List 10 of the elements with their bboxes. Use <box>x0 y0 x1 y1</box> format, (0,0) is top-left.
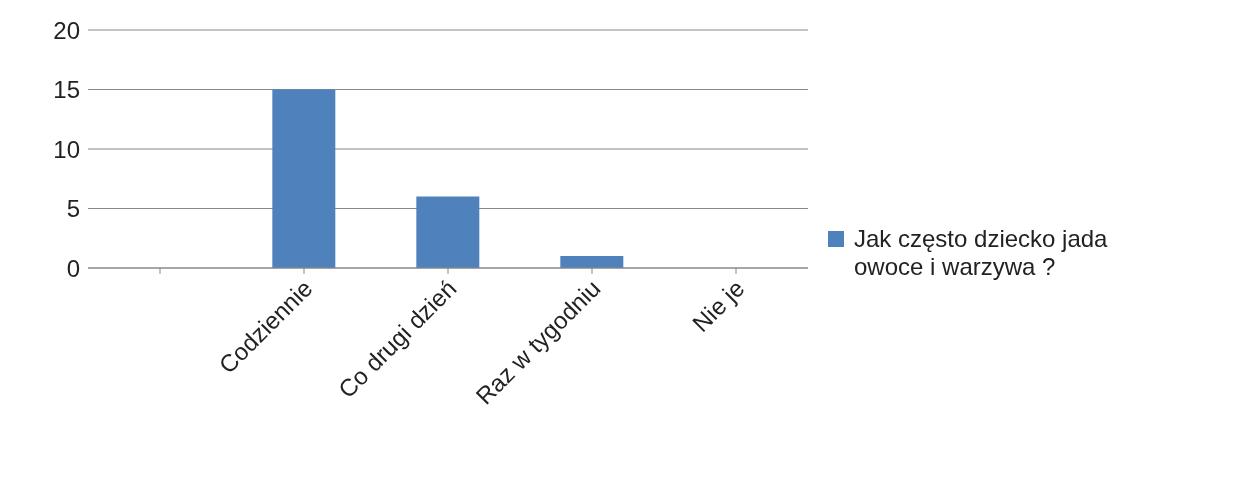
x-tick-label: Nie je <box>687 274 750 337</box>
y-tick-label: 10 <box>53 135 80 163</box>
legend-label: Jak często dziecko jada owoce i warzywa ? <box>854 225 1109 281</box>
bar <box>560 256 624 268</box>
bar <box>272 89 336 268</box>
y-tick-label: 5 <box>66 195 80 223</box>
y-tick-label: 20 <box>53 16 80 44</box>
bar <box>416 196 480 268</box>
y-tick-label: 0 <box>66 254 80 282</box>
y-tick-label: 15 <box>53 76 80 104</box>
